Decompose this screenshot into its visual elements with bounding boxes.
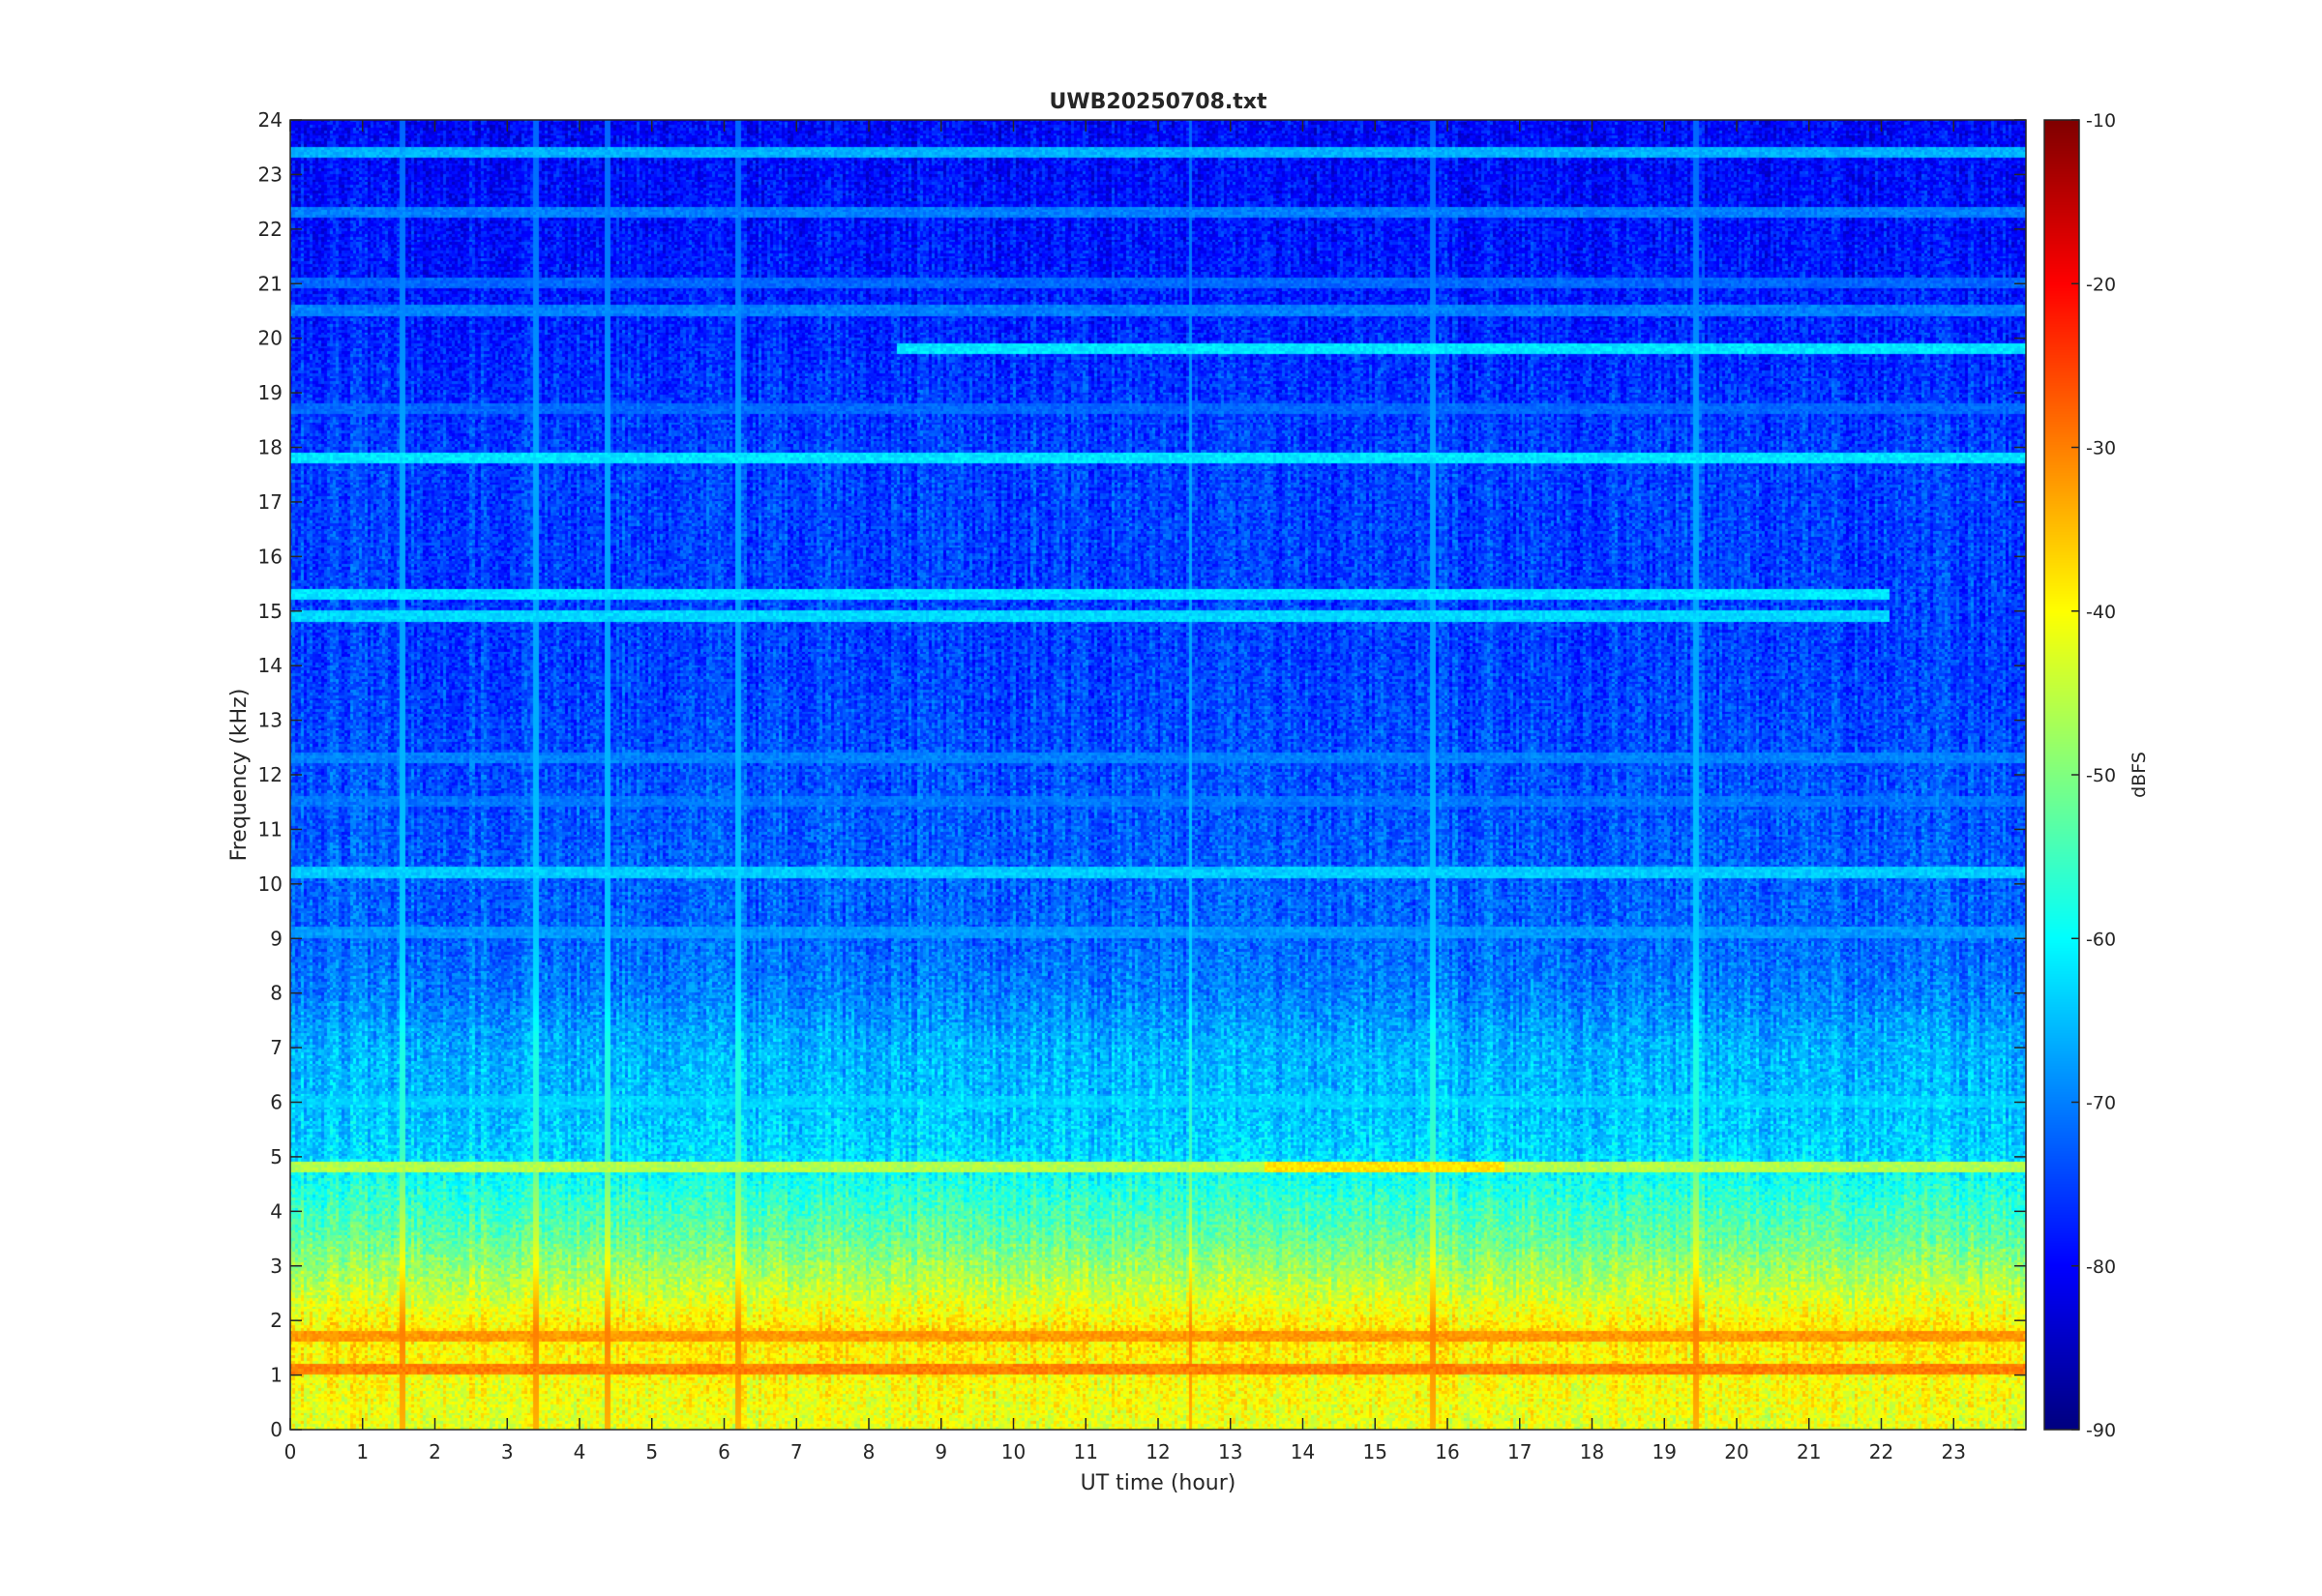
y-tick-label: 14 [258,654,283,677]
x-axis: 0 1 2 3 4 5 6 7 8 9 10 11 12 13 14 15 16 17 18 19 20 21 22 23 [284,120,1966,1463]
x-tick-label: 15 [1363,1440,1387,1463]
colorbar-tick-label: -70 [2086,1093,2116,1114]
y-tick-label: 20 [258,327,283,350]
y-tick-label: 22 [258,218,283,241]
y-tick-label: 24 [258,108,283,132]
colorbar-tick-label: -90 [2086,1420,2116,1441]
x-tick-label: 11 [1074,1440,1098,1463]
x-tick-label: 2 [429,1440,441,1463]
y-tick-label: 21 [258,272,283,295]
y-tick-label: 11 [258,817,283,841]
x-axis-label: UT time (hour) [1081,1471,1236,1495]
x-tick-label: 6 [718,1440,730,1463]
y-tick-label: 7 [270,1036,283,1059]
colorbar-tick-label: -20 [2086,274,2116,295]
y-tick-label: 16 [258,545,283,568]
x-tick-label: 9 [935,1440,947,1463]
y-tick-label: 5 [270,1145,283,1168]
y-tick-label: 9 [270,927,283,950]
y-tick-label: 1 [270,1364,283,1387]
x-tick-label: 22 [1869,1440,1893,1463]
colorbar-label: dBFS [2128,752,2150,798]
colorbar-ticks: -10 -20 -30 -40 -50 -60 -70 -80 -90 [2071,110,2116,1441]
x-tick-label: 10 [1001,1440,1026,1463]
y-tick-label: 13 [258,709,283,732]
colorbar-tick-label: -60 [2086,929,2116,950]
spectrogram-image [290,120,2026,1430]
colorbar-tick-label: -50 [2086,765,2116,786]
colorbar-tick-label: -80 [2086,1256,2116,1278]
y-tick-label: 0 [270,1418,283,1441]
y-tick-label: 2 [270,1309,283,1332]
x-tick-label: 12 [1146,1440,1170,1463]
y-tick-label: 8 [270,982,283,1005]
x-tick-label: 4 [574,1440,586,1463]
x-tick-label: 19 [1652,1440,1677,1463]
y-tick-label: 19 [258,381,283,404]
chart-title: UWB20250708.txt [1050,90,1267,114]
colorbar-tick-label: -30 [2086,438,2116,459]
y-tick-label: 18 [258,436,283,459]
x-tick-label: 16 [1435,1440,1459,1463]
x-tick-label: 8 [863,1440,876,1463]
y-tick-label: 3 [270,1255,283,1278]
colorbar-tick-label: -10 [2086,110,2116,132]
y-tick-label: 15 [258,600,283,623]
x-tick-label: 18 [1580,1440,1604,1463]
y-tick-label: 6 [270,1091,283,1114]
y-tick-label: 4 [270,1199,283,1223]
x-tick-label: 0 [284,1440,297,1463]
x-tick-label: 13 [1218,1440,1242,1463]
x-tick-label: 5 [645,1440,658,1463]
x-tick-label: 3 [501,1440,514,1463]
x-tick-label: 20 [1724,1440,1748,1463]
x-tick-label: 21 [1797,1440,1821,1463]
y-tick-label: 10 [258,872,283,896]
y-tick-label: 23 [258,163,283,186]
y-axis-label: Frequency (kHz) [227,689,252,862]
x-tick-label: 23 [1942,1440,1966,1463]
x-tick-label: 7 [790,1440,803,1463]
x-tick-label: 1 [356,1440,369,1463]
y-tick-label: 17 [258,490,283,514]
x-tick-label: 14 [1291,1440,1315,1463]
x-tick-label: 17 [1507,1440,1532,1463]
colorbar-tick-label: -40 [2086,602,2116,623]
y-tick-label: 12 [258,763,283,786]
